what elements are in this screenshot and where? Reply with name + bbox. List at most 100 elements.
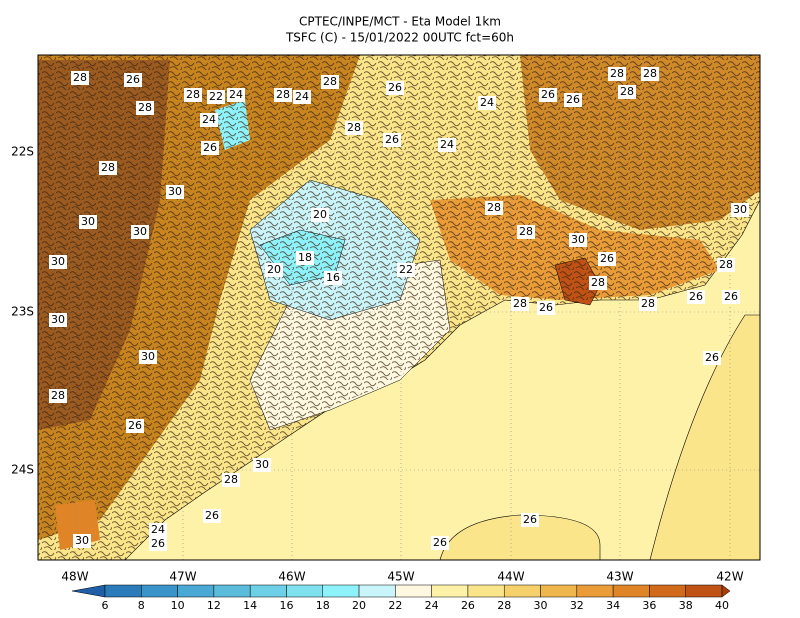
contour-label: 22 [399, 263, 413, 276]
contour-label-box [227, 88, 245, 102]
colorbar-tick-label: 32 [570, 599, 584, 612]
contour-label: 26 [541, 88, 555, 101]
contour-label: 28 [610, 67, 624, 80]
colorbar-segment [576, 584, 614, 598]
contour-label-box [324, 271, 342, 285]
contour-label-box [539, 88, 557, 102]
colorbar-tick-label: 38 [679, 599, 693, 612]
contour-label-box [517, 225, 535, 239]
title-line: CPTEC/INPE/MCT - Eta Model 1km [299, 15, 501, 29]
colorbar-segment [213, 584, 251, 598]
colorbar-tick-label: 40 [715, 599, 729, 612]
contour-label: 28 [487, 201, 501, 214]
contour-label-box [126, 419, 144, 433]
contour-label: 26 [724, 290, 738, 303]
contour-label-box [293, 90, 311, 104]
contour-label: 28 [513, 297, 527, 310]
contour-label-box [717, 258, 735, 272]
colorbar-tick-label: 10 [171, 599, 185, 612]
colorbar-tick-label: 6 [102, 599, 109, 612]
contour-label-box [136, 101, 154, 115]
colorbar-segment [503, 584, 541, 598]
contour-label: 26 [388, 81, 402, 94]
contour-label-box [345, 121, 363, 135]
contour-label: 30 [81, 215, 95, 228]
contour-label-box [265, 263, 283, 277]
warm-sea-area [649, 314, 760, 560]
contour-label: 26 [433, 536, 447, 549]
colorbar-segment [249, 584, 287, 598]
contour-label-box [641, 67, 659, 81]
latitude-label: 24S [11, 463, 34, 477]
contour-label: 28 [51, 389, 65, 402]
contour-label: 26 [539, 301, 553, 314]
contour-label: 28 [101, 161, 115, 174]
contour-label-box [438, 138, 456, 152]
contour-label-box [49, 389, 67, 403]
contour-label: 28 [643, 67, 657, 80]
contour-label: 30 [141, 350, 155, 363]
colorbar-tick-label: 30 [534, 599, 548, 612]
contour-label: 26 [205, 509, 219, 522]
contour-label: 28 [138, 101, 152, 114]
contour-label: 24 [480, 96, 494, 109]
colorbar-tick-label: 28 [497, 599, 511, 612]
contour-label: 28 [620, 85, 634, 98]
contour-label: 24 [151, 523, 165, 536]
contour-label-box [731, 203, 749, 217]
contour-label-box [166, 185, 184, 199]
contour-label: 28 [73, 71, 87, 84]
contour-label: 28 [519, 225, 533, 238]
contour-label: 26 [385, 133, 399, 146]
colorbar-tick-label: 26 [461, 599, 475, 612]
contour-label-box [131, 225, 149, 239]
contour-label-box [79, 215, 97, 229]
colorbar-tick-label: 12 [207, 599, 221, 612]
contour-label-box [639, 297, 657, 311]
graticule [38, 55, 760, 560]
contour-label: 24 [202, 113, 216, 126]
contour-label-box [207, 90, 225, 104]
contour-label-box [511, 297, 529, 311]
contour-label-box [478, 96, 496, 110]
contour-label: 28 [347, 121, 361, 134]
contour-label: 26 [523, 513, 537, 526]
contour-label: 30 [51, 255, 65, 268]
contour-label-box [608, 67, 626, 81]
contour-label-box [149, 523, 167, 537]
colorbar-tick-label: 18 [316, 599, 330, 612]
colorbar-segment [612, 584, 650, 598]
contour-label: 26 [689, 290, 703, 303]
contour-label-box [200, 113, 218, 127]
contour-label: 26 [128, 419, 142, 432]
contour-label: 28 [641, 297, 655, 310]
colorbar-segment [467, 584, 505, 598]
longitude-label: 43W [606, 570, 633, 584]
longitude-label: 44W [497, 570, 524, 584]
contour-label: 30 [51, 313, 65, 326]
contour-label-box [311, 208, 329, 222]
colorbar-segment [358, 584, 396, 598]
contour-label: 26 [600, 252, 614, 265]
colorbar-segment [431, 584, 469, 598]
contour-label: 30 [133, 225, 147, 238]
contour-label-box [687, 290, 705, 304]
contour-label-box [386, 81, 404, 95]
contour-label: 16 [326, 271, 340, 284]
colorbar-tick-label: 8 [138, 599, 145, 612]
contour-label-box [521, 513, 539, 527]
contour-label-box [485, 201, 503, 215]
longitude-label: 45W [387, 570, 414, 584]
colorbar-segment [685, 584, 723, 598]
contour-label: 30 [571, 233, 585, 246]
contour-label-box [201, 141, 219, 155]
longitude-label: 46W [278, 570, 305, 584]
contour-label-box [124, 73, 142, 87]
contour-label: 22 [209, 90, 223, 103]
colorbar-segment [177, 584, 215, 598]
contour-label: 18 [298, 251, 312, 264]
contour-label: 26 [705, 351, 719, 364]
contour-label: 30 [733, 203, 747, 216]
longitude-label: 48W [61, 570, 88, 584]
